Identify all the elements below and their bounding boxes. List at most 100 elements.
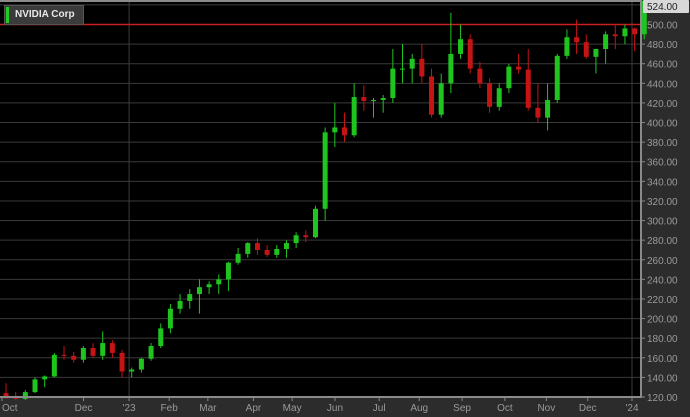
y-tick-label: 240.00	[647, 275, 678, 286]
candle-body	[158, 328, 164, 347]
y-tick-label: 420.00	[647, 99, 678, 110]
candle-body	[109, 343, 115, 353]
y-tick-label: 360.00	[647, 158, 678, 169]
candle-body	[525, 69, 531, 108]
y-tick-label: 440.00	[647, 79, 678, 90]
x-tick-label: Apr	[246, 403, 262, 414]
candle-body	[429, 76, 435, 115]
candle-body	[332, 127, 338, 133]
y-tick-label: 180.00	[647, 334, 678, 345]
last-price-label: 524.00	[647, 2, 678, 13]
candle-body	[400, 68, 406, 70]
candle-body	[235, 253, 241, 263]
candle-body	[351, 97, 357, 136]
candle-body	[148, 346, 154, 359]
candle-body	[196, 287, 202, 295]
candle-body	[341, 127, 347, 136]
y-tick-label: 120.00	[647, 393, 678, 404]
candle-body	[641, 0, 647, 35]
y-tick-label: 220.00	[647, 295, 678, 306]
x-tick-label: Aug	[410, 403, 428, 414]
y-tick-label: 140.00	[647, 373, 678, 384]
plot-area	[0, 0, 641, 397]
candle-body	[458, 39, 464, 54]
x-tick-label: Dec	[579, 403, 597, 414]
candle-body	[564, 37, 570, 56]
y-tick-label: 280.00	[647, 236, 678, 247]
x-tick-label: Jul	[373, 403, 386, 414]
y-tick-label: 200.00	[647, 315, 678, 326]
candle-body	[129, 369, 135, 372]
x-tick-label: Feb	[161, 403, 179, 414]
candle-body	[496, 88, 502, 107]
candle-body	[90, 347, 96, 356]
candle-body	[138, 358, 144, 370]
candle-body	[3, 393, 9, 397]
candle-body	[32, 379, 38, 393]
x-tick-label: Jun	[327, 403, 343, 414]
x-tick-label: May	[283, 403, 302, 414]
candle-body	[583, 42, 589, 57]
candle-body	[206, 284, 212, 288]
x-tick-label: Nov	[537, 403, 555, 414]
candle-body	[177, 300, 183, 309]
candle-body	[254, 243, 260, 250]
candle-body	[274, 248, 280, 255]
y-tick-label: 320.00	[647, 197, 678, 208]
x-tick-label: Oct	[2, 403, 18, 414]
last-price-badge	[643, 0, 689, 13]
candle-body	[167, 308, 173, 329]
candle-body	[51, 354, 57, 377]
candle-body	[506, 66, 512, 89]
candle-body	[80, 347, 86, 360]
chart-title: NVIDIA Corp	[15, 9, 75, 20]
x-tick-label: Sep	[453, 403, 471, 414]
candle-body	[409, 58, 415, 69]
series-color-marker	[6, 7, 9, 23]
candle-body	[574, 37, 580, 43]
y-tick-label: 500.00	[647, 21, 678, 32]
candle-body	[245, 243, 251, 254]
candle-body	[477, 68, 483, 84]
y-tick-label: 380.00	[647, 138, 678, 149]
candle-body	[119, 352, 125, 372]
candle-body	[545, 99, 551, 118]
candle-body	[535, 107, 541, 118]
y-tick-label: 340.00	[647, 177, 678, 188]
candle-body	[293, 235, 299, 244]
candle-body	[61, 354, 67, 356]
candle-body	[593, 49, 599, 57]
x-tick-label: '23	[123, 403, 136, 414]
x-tick-label: Oct	[497, 403, 513, 414]
candle-body	[554, 55, 560, 100]
candle-body	[622, 28, 628, 37]
candle-body	[632, 28, 638, 35]
candle-body	[264, 249, 270, 255]
candle-body	[390, 68, 396, 99]
y-tick-label: 400.00	[647, 119, 678, 130]
candle-body	[303, 235, 309, 238]
candle-body	[361, 97, 367, 101]
candle-body	[322, 132, 328, 209]
candle-body	[371, 99, 376, 101]
y-tick-label: 260.00	[647, 256, 678, 267]
candle-body	[516, 66, 522, 70]
candle-body	[42, 376, 48, 380]
candle-body	[22, 392, 28, 399]
y-tick-label: 300.00	[647, 217, 678, 228]
candle-body	[225, 262, 231, 280]
x-tick-label: '24	[625, 403, 638, 414]
candle-body	[283, 243, 289, 249]
candle-body	[216, 279, 222, 285]
x-tick-label: Dec	[75, 403, 93, 414]
candle-body	[312, 208, 318, 238]
candle-body	[603, 34, 609, 50]
candle-body	[467, 39, 473, 69]
candle-body	[419, 58, 425, 77]
symbol-title-box[interactable]: NVIDIA Corp	[4, 5, 84, 25]
candle-body	[380, 98, 386, 100]
y-tick-label: 160.00	[647, 354, 678, 365]
candle-body	[187, 294, 193, 301]
